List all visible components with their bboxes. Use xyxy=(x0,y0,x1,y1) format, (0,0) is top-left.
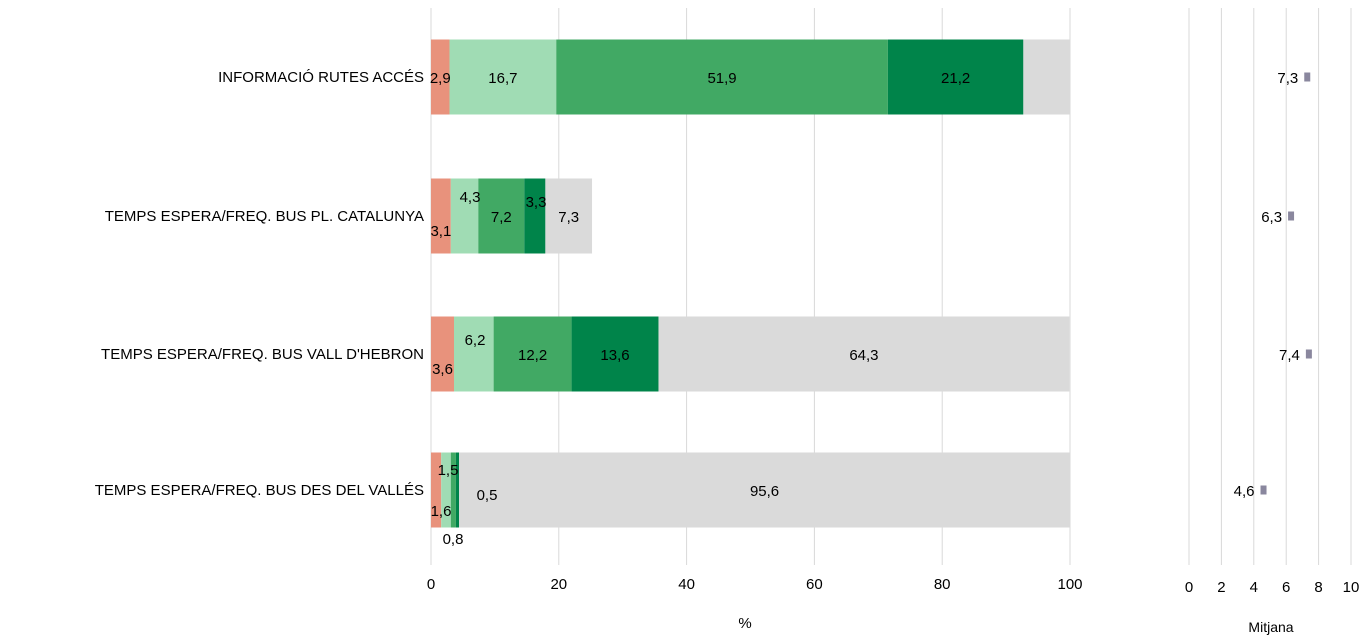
mean-value-label: 6,3 xyxy=(1261,209,1282,226)
bar-data-label: 4,3 xyxy=(460,189,481,206)
bar-segment xyxy=(459,452,1071,528)
mean-x-tick-label: 2 xyxy=(1217,579,1225,596)
bar-data-label: 3,6 xyxy=(432,361,453,378)
bar-data-label: 1,5 xyxy=(438,462,459,479)
bar-segment xyxy=(431,452,442,528)
mean-x-tick-label: 8 xyxy=(1314,579,1322,596)
category-label: TEMPS ESPERA/FREQ. BUS DES DEL VALLÉS xyxy=(95,482,424,499)
mean-x-tick-label: 10 xyxy=(1343,579,1360,596)
mean-marker xyxy=(1304,72,1311,82)
mean-marker xyxy=(1305,349,1312,359)
bar-chart-bars xyxy=(431,39,1071,528)
bar-data-label: 16,7 xyxy=(488,70,517,87)
mean-x-tick-label: 0 xyxy=(1185,579,1193,596)
bar-segment xyxy=(449,39,557,115)
bar-segment xyxy=(524,178,546,254)
bar-data-label: 3,1 xyxy=(430,223,451,240)
bar-segment xyxy=(455,452,460,528)
bar-data-label: 3,3 xyxy=(526,194,547,211)
bar-x-tick-label: 80 xyxy=(934,576,951,593)
bar-chart-x-tick-labels: 0 20 40 60 80 100 xyxy=(427,576,1083,593)
bar-x-tick-label: 60 xyxy=(806,576,823,593)
bar-data-label: 7,2 xyxy=(491,209,512,226)
bar-data-label: 2,9 xyxy=(430,70,451,87)
bar-segment xyxy=(658,316,1070,392)
bar-data-label: 51,9 xyxy=(707,70,736,87)
bar-data-label: 95,6 xyxy=(750,483,779,500)
bar-data-label: 0,5 xyxy=(477,487,498,504)
bar-segment xyxy=(545,178,593,254)
bar-segment xyxy=(571,316,659,392)
bar-segment xyxy=(1023,39,1070,115)
category-label: TEMPS ESPERA/FREQ. BUS PL. CATALUNYA xyxy=(105,208,424,225)
bar-x-tick-label: 100 xyxy=(1057,576,1082,593)
mean-chart-x-tick-labels: 0 2 4 6 8 10 xyxy=(1185,579,1360,596)
mean-x-tick-label: 4 xyxy=(1250,579,1258,596)
bar-data-label: 13,6 xyxy=(600,347,629,364)
mean-chart-x-axis-label: Mitjana xyxy=(1248,619,1293,635)
bar-data-label: 64,3 xyxy=(849,347,878,364)
mean-x-tick-label: 6 xyxy=(1282,579,1290,596)
bar-segment xyxy=(887,39,1024,115)
bar-segment xyxy=(556,39,888,115)
bar-segment xyxy=(431,316,455,392)
bar-segment xyxy=(450,452,456,528)
mean-value-label: 4,6 xyxy=(1234,483,1255,500)
category-label: TEMPS ESPERA/FREQ. BUS VALL D'HEBRON xyxy=(101,346,424,363)
mean-chart-gridlines xyxy=(1188,8,1352,565)
bar-segment xyxy=(454,316,494,392)
mean-chart-markers: 7,3 6,3 7,4 4,6 xyxy=(1234,70,1312,500)
bar-data-label: 7,3 xyxy=(558,209,579,226)
bar-data-label: 1,6 xyxy=(431,503,452,520)
bar-segment xyxy=(450,178,479,254)
mean-value-label: 7,4 xyxy=(1279,347,1300,364)
bar-segment xyxy=(493,316,572,392)
bar-chart-x-axis-label: % xyxy=(738,615,751,632)
bar-segment xyxy=(431,39,450,115)
bar-data-label: 21,2 xyxy=(941,70,970,87)
bar-data-label: 12,2 xyxy=(518,347,547,364)
mean-marker xyxy=(1260,485,1267,495)
bar-segment xyxy=(478,178,525,254)
category-labels: INFORMACIÓ RUTES ACCÉS TEMPS ESPERA/FREQ.… xyxy=(95,69,424,499)
bar-x-tick-label: 40 xyxy=(678,576,695,593)
mean-value-label: 7,3 xyxy=(1277,70,1298,87)
mean-marker xyxy=(1288,211,1295,221)
bar-segment xyxy=(441,452,451,528)
bar-x-tick-label: 0 xyxy=(427,576,435,593)
bar-data-label: 6,2 xyxy=(465,332,486,349)
bar-chart-data-labels: 2,9 16,7 51,9 21,2 3,1 4,3 7,2 3,3 7,3 3,6 6,2 12,2… xyxy=(430,70,970,548)
bar-x-tick-label: 20 xyxy=(550,576,567,593)
category-label: INFORMACIÓ RUTES ACCÉS xyxy=(218,69,424,86)
bar-data-label: 0,8 xyxy=(443,531,464,548)
bar-segment xyxy=(431,178,451,254)
